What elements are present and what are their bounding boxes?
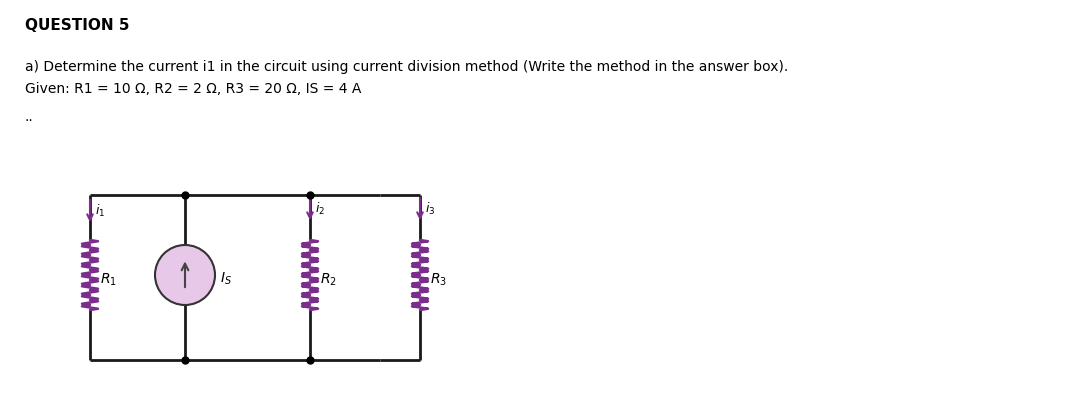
Text: $R_2$: $R_2$: [320, 272, 337, 288]
Text: a) Determine the current i1 in the circuit using current division method (Write : a) Determine the current i1 in the circu…: [25, 60, 788, 74]
Text: QUESTION 5: QUESTION 5: [25, 18, 130, 33]
Text: $I_S$: $I_S$: [221, 271, 232, 287]
Text: $i_1$: $i_1$: [95, 203, 105, 219]
Text: ..: ..: [25, 110, 34, 124]
Text: Given: R1 = 10 Ω, R2 = 2 Ω, R3 = 20 Ω, IS = 4 A: Given: R1 = 10 Ω, R2 = 2 Ω, R3 = 20 Ω, I…: [25, 82, 361, 96]
Text: $R_3$: $R_3$: [430, 272, 448, 288]
Text: $i_2$: $i_2$: [315, 201, 325, 217]
Text: $R_1$: $R_1$: [101, 272, 117, 288]
Circle shape: [155, 245, 215, 305]
Text: $i_3$: $i_3$: [425, 201, 436, 217]
